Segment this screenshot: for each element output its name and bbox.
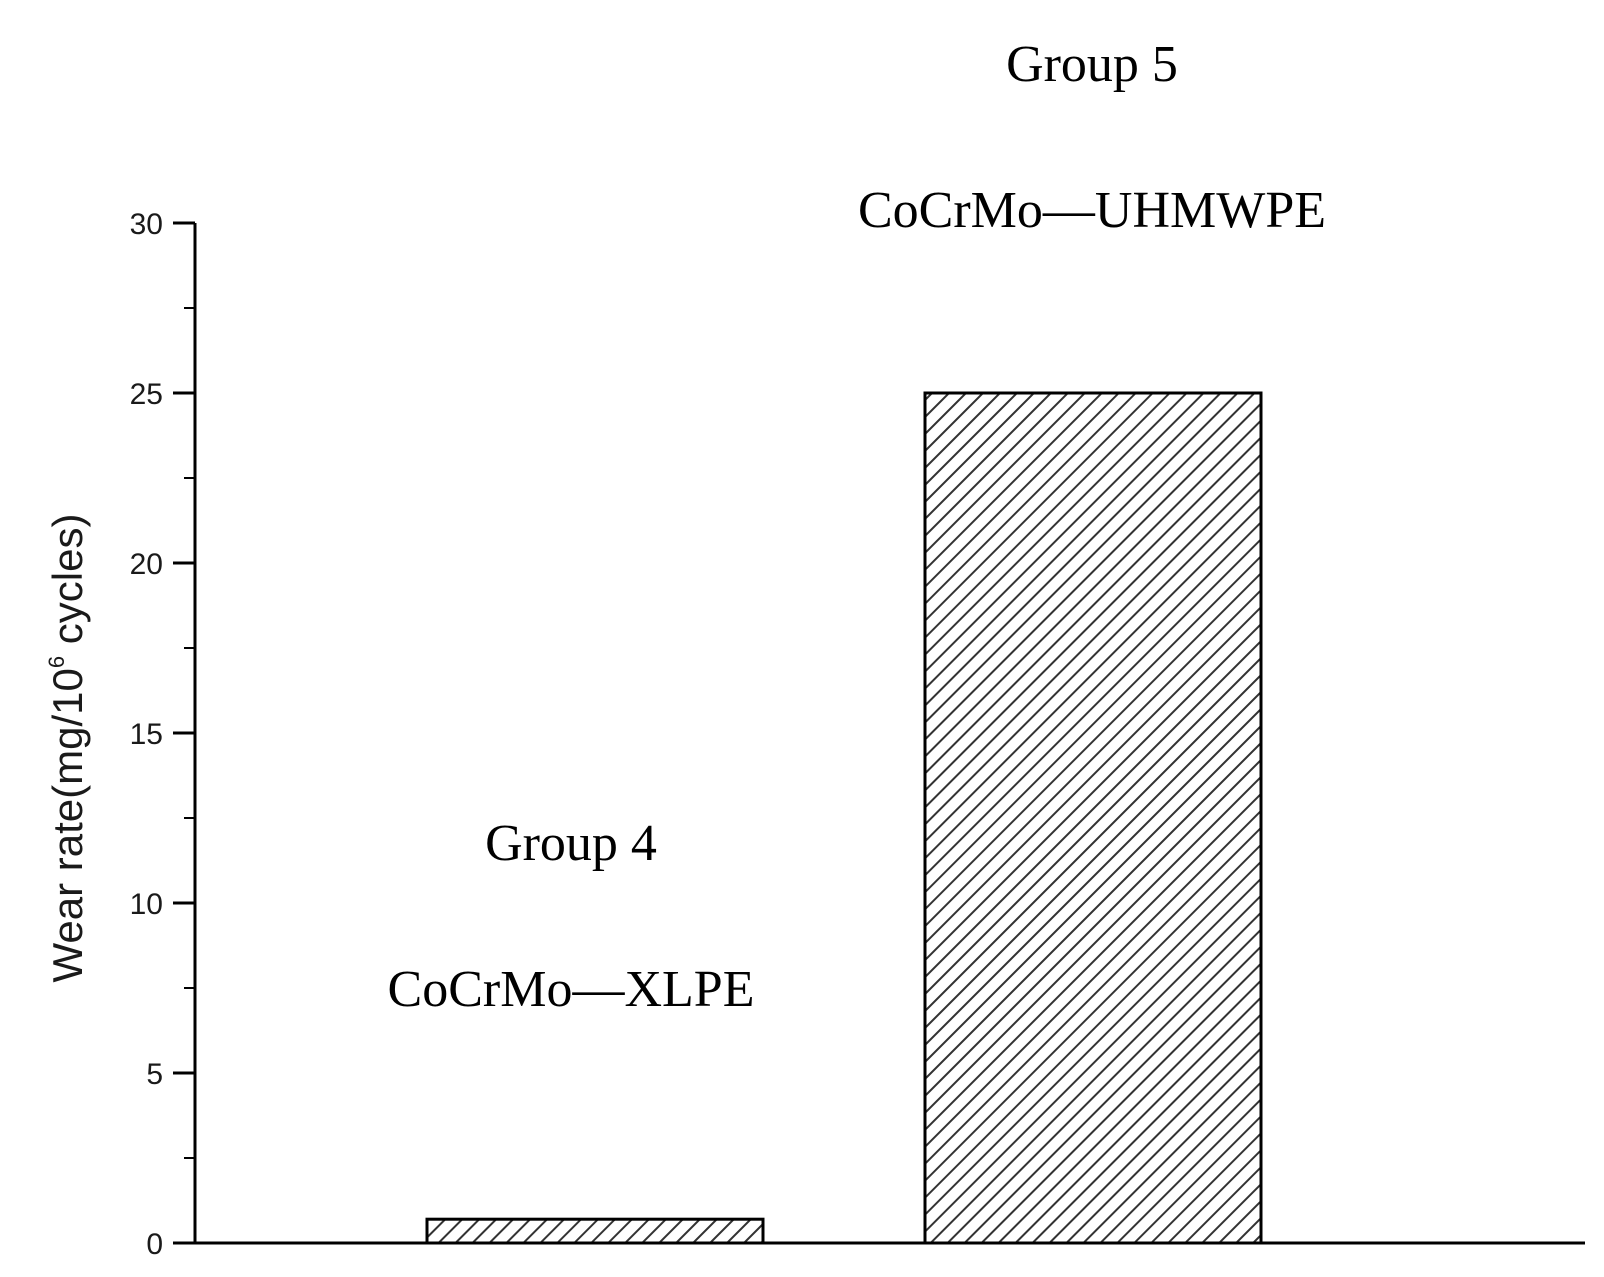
bar-group-5 [923,391,1263,1245]
y-axis-title-suffix: cycles) [44,514,91,656]
y-tick-label: 30 [130,208,163,241]
y-tick-label: 0 [146,1228,163,1261]
y-axis-title-superscript: 6 [44,656,69,668]
axes [193,223,1585,1245]
bar-group-label-group-5: Group 5 [1006,36,1178,93]
bar-annotations: Group 4 CoCrMo—XLPE Group 5 CoCrMo—UHMWP… [388,36,1326,1018]
y-ticks [173,221,195,1245]
bar-material-label-group-5: CoCrMo—UHMWPE [858,182,1326,239]
y-axis-title-main: Wear rate(mg/10 [44,668,91,982]
y-axis-title: Wear rate(mg/106 cycles) [44,514,91,983]
y-tick-label: 15 [130,718,163,751]
y-tick-label: 20 [130,548,163,581]
y-tick-label: 10 [130,888,163,921]
y-tick-label: 25 [130,378,163,411]
bars [425,391,1263,1245]
bar-group-label-group-4: Group 4 [485,815,657,872]
bar-group-4 [425,1217,765,1245]
y-tick-labels: 0 5 10 15 20 25 30 [130,208,163,1261]
bar-material-label-group-4: CoCrMo—XLPE [388,961,755,1018]
y-tick-label: 5 [146,1058,163,1091]
